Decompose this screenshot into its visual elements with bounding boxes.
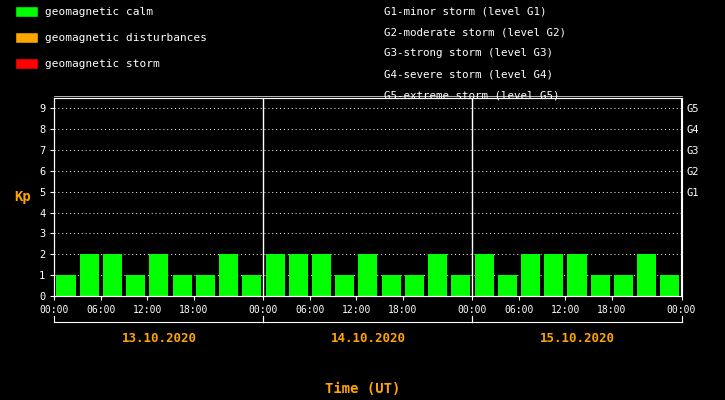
Text: G3-strong storm (level G3): G3-strong storm (level G3) xyxy=(384,48,553,58)
Bar xyxy=(126,275,145,296)
Bar xyxy=(614,275,633,296)
Bar xyxy=(80,254,99,296)
Bar xyxy=(452,275,471,296)
Bar xyxy=(242,275,261,296)
Bar xyxy=(521,254,540,296)
Text: geomagnetic disturbances: geomagnetic disturbances xyxy=(45,33,207,43)
Text: 14.10.2020: 14.10.2020 xyxy=(331,332,405,345)
Bar xyxy=(312,254,331,296)
Bar xyxy=(475,254,494,296)
Bar xyxy=(289,254,308,296)
Bar xyxy=(405,275,424,296)
Bar xyxy=(57,275,75,296)
Bar xyxy=(358,254,378,296)
Text: Time (UT): Time (UT) xyxy=(325,382,400,396)
Bar xyxy=(498,275,517,296)
Bar xyxy=(265,254,284,296)
Bar xyxy=(544,254,563,296)
Text: G2-moderate storm (level G2): G2-moderate storm (level G2) xyxy=(384,27,566,37)
Text: 13.10.2020: 13.10.2020 xyxy=(121,332,196,345)
Bar xyxy=(149,254,168,296)
Text: geomagnetic storm: geomagnetic storm xyxy=(45,59,160,69)
Bar xyxy=(568,254,587,296)
Bar xyxy=(660,275,679,296)
Text: geomagnetic calm: geomagnetic calm xyxy=(45,7,153,17)
Text: Kp: Kp xyxy=(14,190,31,204)
Bar xyxy=(196,275,215,296)
Bar xyxy=(591,275,610,296)
Bar xyxy=(381,275,401,296)
Bar xyxy=(428,254,447,296)
Text: G1-minor storm (level G1): G1-minor storm (level G1) xyxy=(384,6,547,16)
Bar xyxy=(103,254,122,296)
Text: G4-severe storm (level G4): G4-severe storm (level G4) xyxy=(384,70,553,80)
Text: G5-extreme storm (level G5): G5-extreme storm (level G5) xyxy=(384,91,560,101)
Bar xyxy=(219,254,238,296)
Text: 15.10.2020: 15.10.2020 xyxy=(539,332,615,345)
Bar xyxy=(335,275,355,296)
Bar xyxy=(173,275,191,296)
Bar xyxy=(637,254,656,296)
